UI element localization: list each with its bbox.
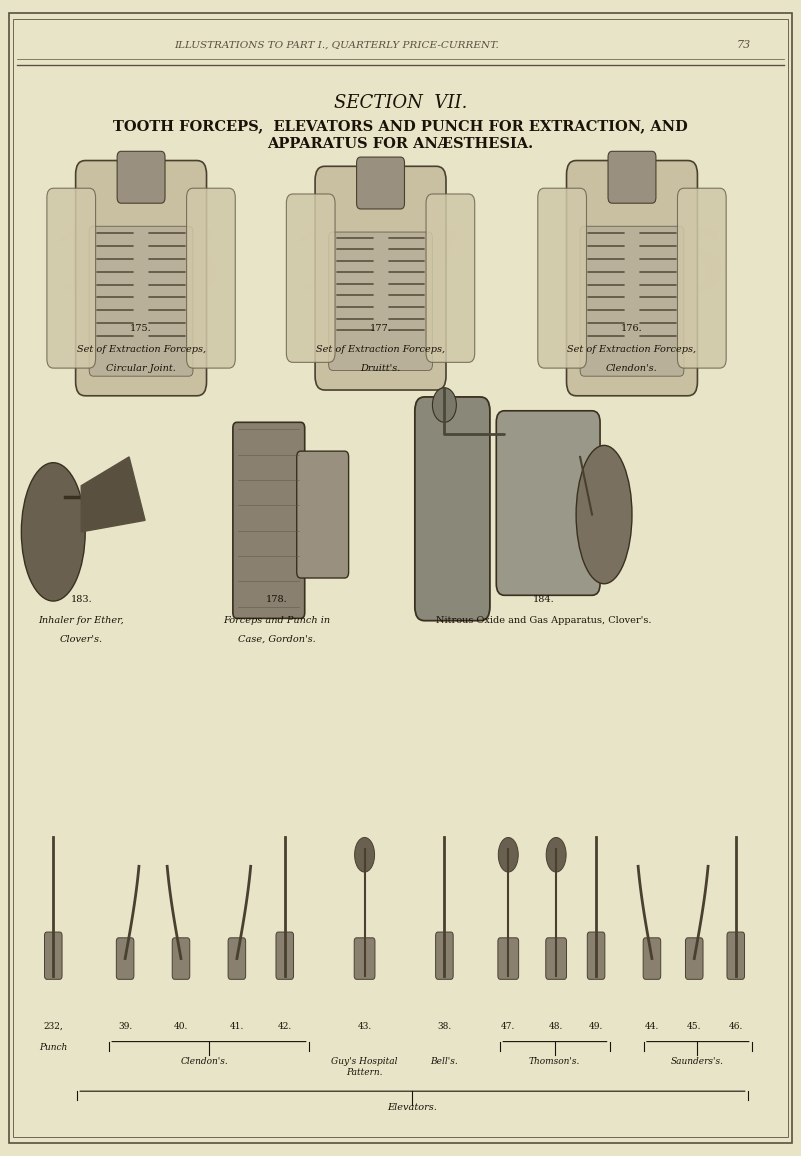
FancyBboxPatch shape	[537, 188, 586, 368]
FancyBboxPatch shape	[356, 157, 405, 209]
Text: APPARATUS FOR ANÆSTHESIA.: APPARATUS FOR ANÆSTHESIA.	[268, 138, 533, 151]
Polygon shape	[81, 457, 145, 532]
Text: Forceps and Punch in: Forceps and Punch in	[223, 616, 330, 625]
Text: 45.: 45.	[687, 1022, 702, 1031]
Text: Clendon's.: Clendon's.	[181, 1057, 229, 1066]
FancyBboxPatch shape	[587, 932, 605, 979]
Ellipse shape	[22, 462, 85, 601]
Text: 41.: 41.	[230, 1022, 244, 1031]
Text: Druitt's.: Druitt's.	[360, 363, 400, 372]
Text: Bell's.: Bell's.	[430, 1057, 458, 1066]
Text: Saunders's.: Saunders's.	[671, 1057, 724, 1066]
FancyBboxPatch shape	[686, 938, 703, 979]
Text: 39.: 39.	[118, 1022, 132, 1031]
FancyBboxPatch shape	[187, 188, 235, 368]
Text: 46.: 46.	[729, 1022, 743, 1031]
Text: ILLUSTRATIONS TO PART I., QUARTERLY PRICE-CURRENT.: ILLUSTRATIONS TO PART I., QUARTERLY PRIC…	[175, 40, 499, 50]
FancyBboxPatch shape	[89, 227, 193, 376]
FancyBboxPatch shape	[580, 227, 684, 376]
Text: 44.: 44.	[645, 1022, 659, 1031]
Ellipse shape	[355, 837, 375, 872]
FancyBboxPatch shape	[566, 161, 698, 395]
FancyBboxPatch shape	[315, 166, 446, 390]
FancyBboxPatch shape	[228, 938, 246, 979]
Text: 177: 177	[290, 227, 464, 306]
Text: 176: 176	[553, 227, 727, 306]
Text: SECTION  VII.: SECTION VII.	[334, 94, 467, 112]
FancyBboxPatch shape	[497, 410, 600, 595]
FancyBboxPatch shape	[172, 938, 190, 979]
Text: 177.: 177.	[369, 325, 392, 333]
Text: TOOTH FORCEPS,  ELEVATORS AND PUNCH FOR EXTRACTION, AND: TOOTH FORCEPS, ELEVATORS AND PUNCH FOR E…	[113, 119, 688, 133]
Text: Case, Gordon's.: Case, Gordon's.	[238, 635, 316, 644]
Text: Elevators.: Elevators.	[388, 1103, 437, 1112]
Text: Punch: Punch	[39, 1043, 67, 1052]
FancyBboxPatch shape	[415, 397, 490, 621]
FancyBboxPatch shape	[75, 161, 207, 395]
FancyBboxPatch shape	[328, 232, 433, 370]
Text: 183.: 183.	[70, 595, 92, 605]
Text: Guy's Hospital
Pattern.: Guy's Hospital Pattern.	[332, 1057, 398, 1076]
FancyBboxPatch shape	[608, 151, 656, 203]
Text: 73: 73	[737, 40, 751, 50]
Text: 175.: 175.	[131, 325, 152, 333]
Text: 42.: 42.	[278, 1022, 292, 1031]
FancyBboxPatch shape	[45, 932, 62, 979]
Text: 176.: 176.	[621, 325, 643, 333]
FancyBboxPatch shape	[436, 932, 453, 979]
FancyBboxPatch shape	[498, 938, 518, 979]
Text: 232,: 232,	[43, 1022, 63, 1031]
Ellipse shape	[498, 837, 518, 872]
Text: Clendon's.: Clendon's.	[606, 363, 658, 372]
Text: Thomson's.: Thomson's.	[529, 1057, 580, 1066]
Text: 38.: 38.	[437, 1022, 452, 1031]
Text: Circular Joint.: Circular Joint.	[107, 363, 176, 372]
Text: Clover's.: Clover's.	[59, 635, 103, 644]
Ellipse shape	[576, 445, 632, 584]
Circle shape	[433, 387, 457, 422]
FancyBboxPatch shape	[47, 188, 95, 368]
FancyBboxPatch shape	[296, 451, 348, 578]
Text: 43.: 43.	[357, 1022, 372, 1031]
Text: 40.: 40.	[174, 1022, 188, 1031]
FancyBboxPatch shape	[354, 938, 375, 979]
FancyBboxPatch shape	[426, 194, 475, 362]
FancyBboxPatch shape	[643, 938, 661, 979]
Text: 184.: 184.	[533, 595, 555, 605]
FancyBboxPatch shape	[117, 151, 165, 203]
FancyBboxPatch shape	[545, 938, 566, 979]
FancyBboxPatch shape	[727, 932, 745, 979]
Text: 175: 175	[50, 227, 224, 306]
Text: 178.: 178.	[266, 595, 288, 605]
Text: Inhaler for Ether,: Inhaler for Ether,	[38, 616, 124, 625]
FancyBboxPatch shape	[116, 938, 134, 979]
Text: Set of Extraction Forceps,: Set of Extraction Forceps,	[316, 344, 445, 354]
Text: Set of Extraction Forceps,: Set of Extraction Forceps,	[567, 344, 697, 354]
FancyBboxPatch shape	[233, 422, 304, 618]
Text: 48.: 48.	[549, 1022, 563, 1031]
Text: 49.: 49.	[589, 1022, 603, 1031]
Text: Set of Extraction Forceps,: Set of Extraction Forceps,	[77, 344, 206, 354]
Text: 47.: 47.	[501, 1022, 516, 1031]
FancyBboxPatch shape	[276, 932, 293, 979]
Ellipse shape	[546, 837, 566, 872]
FancyBboxPatch shape	[286, 194, 335, 362]
FancyBboxPatch shape	[678, 188, 727, 368]
Text: Nitrous Oxide and Gas Apparatus, Clover's.: Nitrous Oxide and Gas Apparatus, Clover'…	[437, 616, 652, 625]
